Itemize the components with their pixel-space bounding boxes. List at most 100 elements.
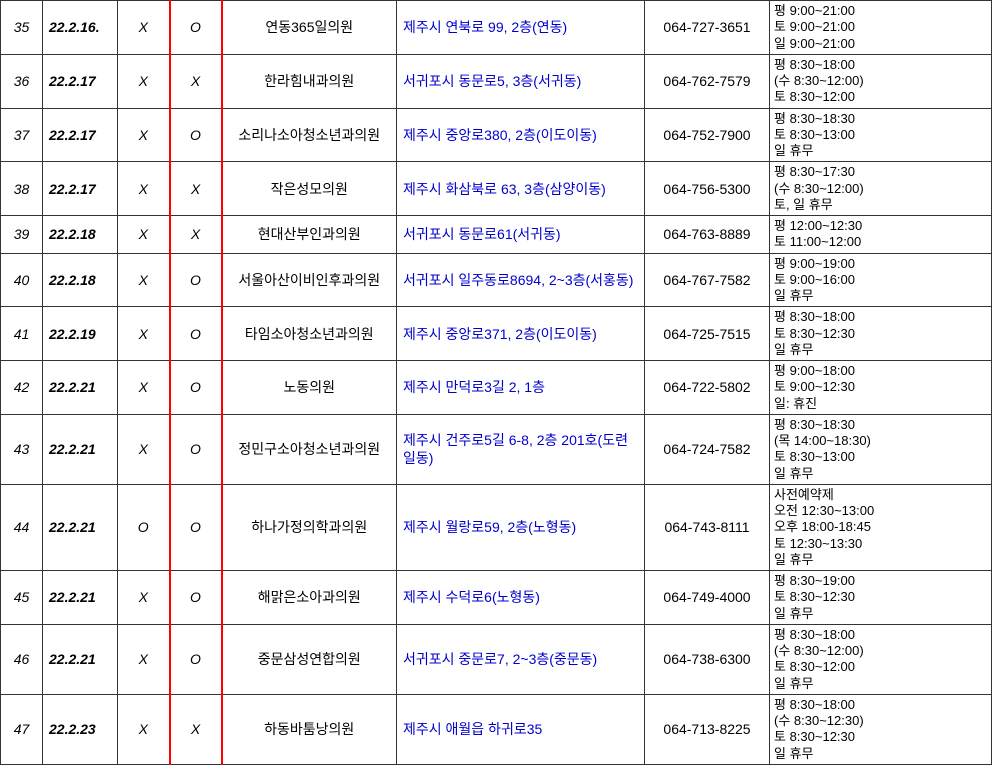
clinic-address: 서귀포시 동문로5, 3층(서귀동): [397, 54, 645, 108]
clinic-phone: 064-738-6300: [645, 624, 770, 694]
clinic-name: 중문삼성연합의원: [222, 624, 397, 694]
row-mark1: O: [118, 484, 170, 570]
row-number: 36: [1, 54, 43, 108]
table-row: 3622.2.17XX한라힘내과의원서귀포시 동문로5, 3층(서귀동)064-…: [1, 54, 992, 108]
clinic-phone: 064-762-7579: [645, 54, 770, 108]
row-number: 41: [1, 307, 43, 361]
clinic-address: 제주시 월랑로59, 2층(노형동): [397, 484, 645, 570]
clinic-name: 현대산부인과의원: [222, 216, 397, 254]
clinic-address: 제주시 화삼북로 63, 3층(삼양이동): [397, 162, 645, 216]
row-mark1: X: [118, 253, 170, 307]
row-mark2: X: [170, 694, 222, 764]
row-number: 40: [1, 253, 43, 307]
table-row: 4622.2.21XO중문삼성연합의원서귀포시 중문로7, 2~3층(중문동)0…: [1, 624, 992, 694]
row-number: 43: [1, 414, 43, 484]
table-row: 3822.2.17XX작은성모의원제주시 화삼북로 63, 3층(삼양이동)06…: [1, 162, 992, 216]
row-mark1: X: [118, 571, 170, 625]
clinic-phone: 064-767-7582: [645, 253, 770, 307]
row-mark1: X: [118, 108, 170, 162]
row-mark1: X: [118, 216, 170, 254]
clinic-phone: 064-724-7582: [645, 414, 770, 484]
clinic-hours: 평 8:30~17:30 (수 8:30~12:00) 토, 일 휴무: [770, 162, 992, 216]
row-date: 22.2.18: [43, 253, 118, 307]
table-row: 4222.2.21XO노동의원제주시 만덕로3길 2, 1층064-722-58…: [1, 361, 992, 415]
row-mark2: O: [170, 361, 222, 415]
clinic-hours: 평 8:30~18:30 (목 14:00~18:30) 토 8:30~13:0…: [770, 414, 992, 484]
table-row: 4122.2.19XO타임소아청소년과의원제주시 중앙로371, 2층(이도이동…: [1, 307, 992, 361]
clinic-phone: 064-749-4000: [645, 571, 770, 625]
clinic-address: 제주시 수덕로6(노형동): [397, 571, 645, 625]
table-row: 4022.2.18XO서울아산이비인후과의원서귀포시 일주동로8694, 2~3…: [1, 253, 992, 307]
row-date: 22.2.16.: [43, 1, 118, 55]
clinic-hours: 평 12:00~12:30 토 11:00~12:00: [770, 216, 992, 254]
clinic-address: 제주시 중앙로380, 2층(이도이동): [397, 108, 645, 162]
clinic-address: 서귀포시 일주동로8694, 2~3층(서홍동): [397, 253, 645, 307]
clinic-name: 타임소아청소년과의원: [222, 307, 397, 361]
row-mark2: O: [170, 108, 222, 162]
row-mark2: O: [170, 253, 222, 307]
row-mark2: O: [170, 571, 222, 625]
clinic-name: 한라힘내과의원: [222, 54, 397, 108]
row-mark1: X: [118, 414, 170, 484]
row-number: 39: [1, 216, 43, 254]
row-number: 42: [1, 361, 43, 415]
row-mark2: O: [170, 307, 222, 361]
clinic-table: 3522.2.16.XO연동365일의원제주시 연북로 99, 2층(연동)06…: [0, 0, 992, 765]
row-mark1: X: [118, 624, 170, 694]
clinic-name: 서울아산이비인후과의원: [222, 253, 397, 307]
row-mark1: X: [118, 361, 170, 415]
row-number: 37: [1, 108, 43, 162]
clinic-hours: 평 8:30~18:00 (수 8:30~12:00) 토 8:30~12:00: [770, 54, 992, 108]
table-row: 4422.2.21OO하나가정의학과의원제주시 월랑로59, 2층(노형동)06…: [1, 484, 992, 570]
clinic-name: 노동의원: [222, 361, 397, 415]
row-date: 22.2.17: [43, 108, 118, 162]
row-date: 22.2.21: [43, 484, 118, 570]
table-row: 4322.2.21XO정민구소아청소년과의원제주시 건주로5길 6-8, 2층 …: [1, 414, 992, 484]
row-mark2: O: [170, 414, 222, 484]
clinic-phone: 064-713-8225: [645, 694, 770, 764]
table-row: 4522.2.21XO해맑은소아과의원제주시 수덕로6(노형동)064-749-…: [1, 571, 992, 625]
clinic-name: 해맑은소아과의원: [222, 571, 397, 625]
clinic-phone: 064-743-8111: [645, 484, 770, 570]
row-number: 35: [1, 1, 43, 55]
clinic-hours: 평 9:00~21:00 토 9:00~21:00 일 9:00~21:00: [770, 1, 992, 55]
row-date: 22.2.19: [43, 307, 118, 361]
clinic-hours: 사전예약제 오전 12:30~13:00 오후 18:00-18:45 토 12…: [770, 484, 992, 570]
clinic-address: 제주시 건주로5길 6-8, 2층 201호(도련일동): [397, 414, 645, 484]
row-mark1: X: [118, 54, 170, 108]
clinic-name: 연동365일의원: [222, 1, 397, 55]
row-date: 22.2.21: [43, 571, 118, 625]
row-number: 46: [1, 624, 43, 694]
clinic-address: 제주시 애월읍 하귀로35: [397, 694, 645, 764]
clinic-hours: 평 9:00~19:00 토 9:00~16:00 일 휴무: [770, 253, 992, 307]
row-mark2: X: [170, 162, 222, 216]
table-row: 3722.2.17XO소리나소아청소년과의원제주시 중앙로380, 2층(이도이…: [1, 108, 992, 162]
row-date: 22.2.18: [43, 216, 118, 254]
clinic-name: 소리나소아청소년과의원: [222, 108, 397, 162]
clinic-hours: 평 8:30~18:30 토 8:30~13:00 일 휴무: [770, 108, 992, 162]
row-mark1: X: [118, 307, 170, 361]
clinic-phone: 064-727-3651: [645, 1, 770, 55]
clinic-hours: 평 8:30~18:00 (수 8:30~12:30) 토 8:30~12:30…: [770, 694, 992, 764]
row-date: 22.2.21: [43, 414, 118, 484]
clinic-address: 서귀포시 중문로7, 2~3층(중문동): [397, 624, 645, 694]
table-row: 4722.2.23XX하동바툼낭의원제주시 애월읍 하귀로35064-713-8…: [1, 694, 992, 764]
clinic-phone: 064-752-7900: [645, 108, 770, 162]
row-number: 47: [1, 694, 43, 764]
row-date: 22.2.23: [43, 694, 118, 764]
clinic-phone: 064-756-5300: [645, 162, 770, 216]
table-row: 3922.2.18XX현대산부인과의원서귀포시 동문로61(서귀동)064-76…: [1, 216, 992, 254]
clinic-name: 정민구소아청소년과의원: [222, 414, 397, 484]
clinic-phone: 064-725-7515: [645, 307, 770, 361]
row-mark2: X: [170, 54, 222, 108]
clinic-address: 서귀포시 동문로61(서귀동): [397, 216, 645, 254]
row-number: 45: [1, 571, 43, 625]
row-number: 38: [1, 162, 43, 216]
row-mark1: X: [118, 162, 170, 216]
clinic-hours: 평 9:00~18:00 토 9:00~12:30 일: 휴진: [770, 361, 992, 415]
clinic-name: 작은성모의원: [222, 162, 397, 216]
row-mark1: X: [118, 1, 170, 55]
clinic-hours: 평 8:30~18:00 토 8:30~12:30 일 휴무: [770, 307, 992, 361]
clinic-name: 하나가정의학과의원: [222, 484, 397, 570]
row-mark2: O: [170, 1, 222, 55]
